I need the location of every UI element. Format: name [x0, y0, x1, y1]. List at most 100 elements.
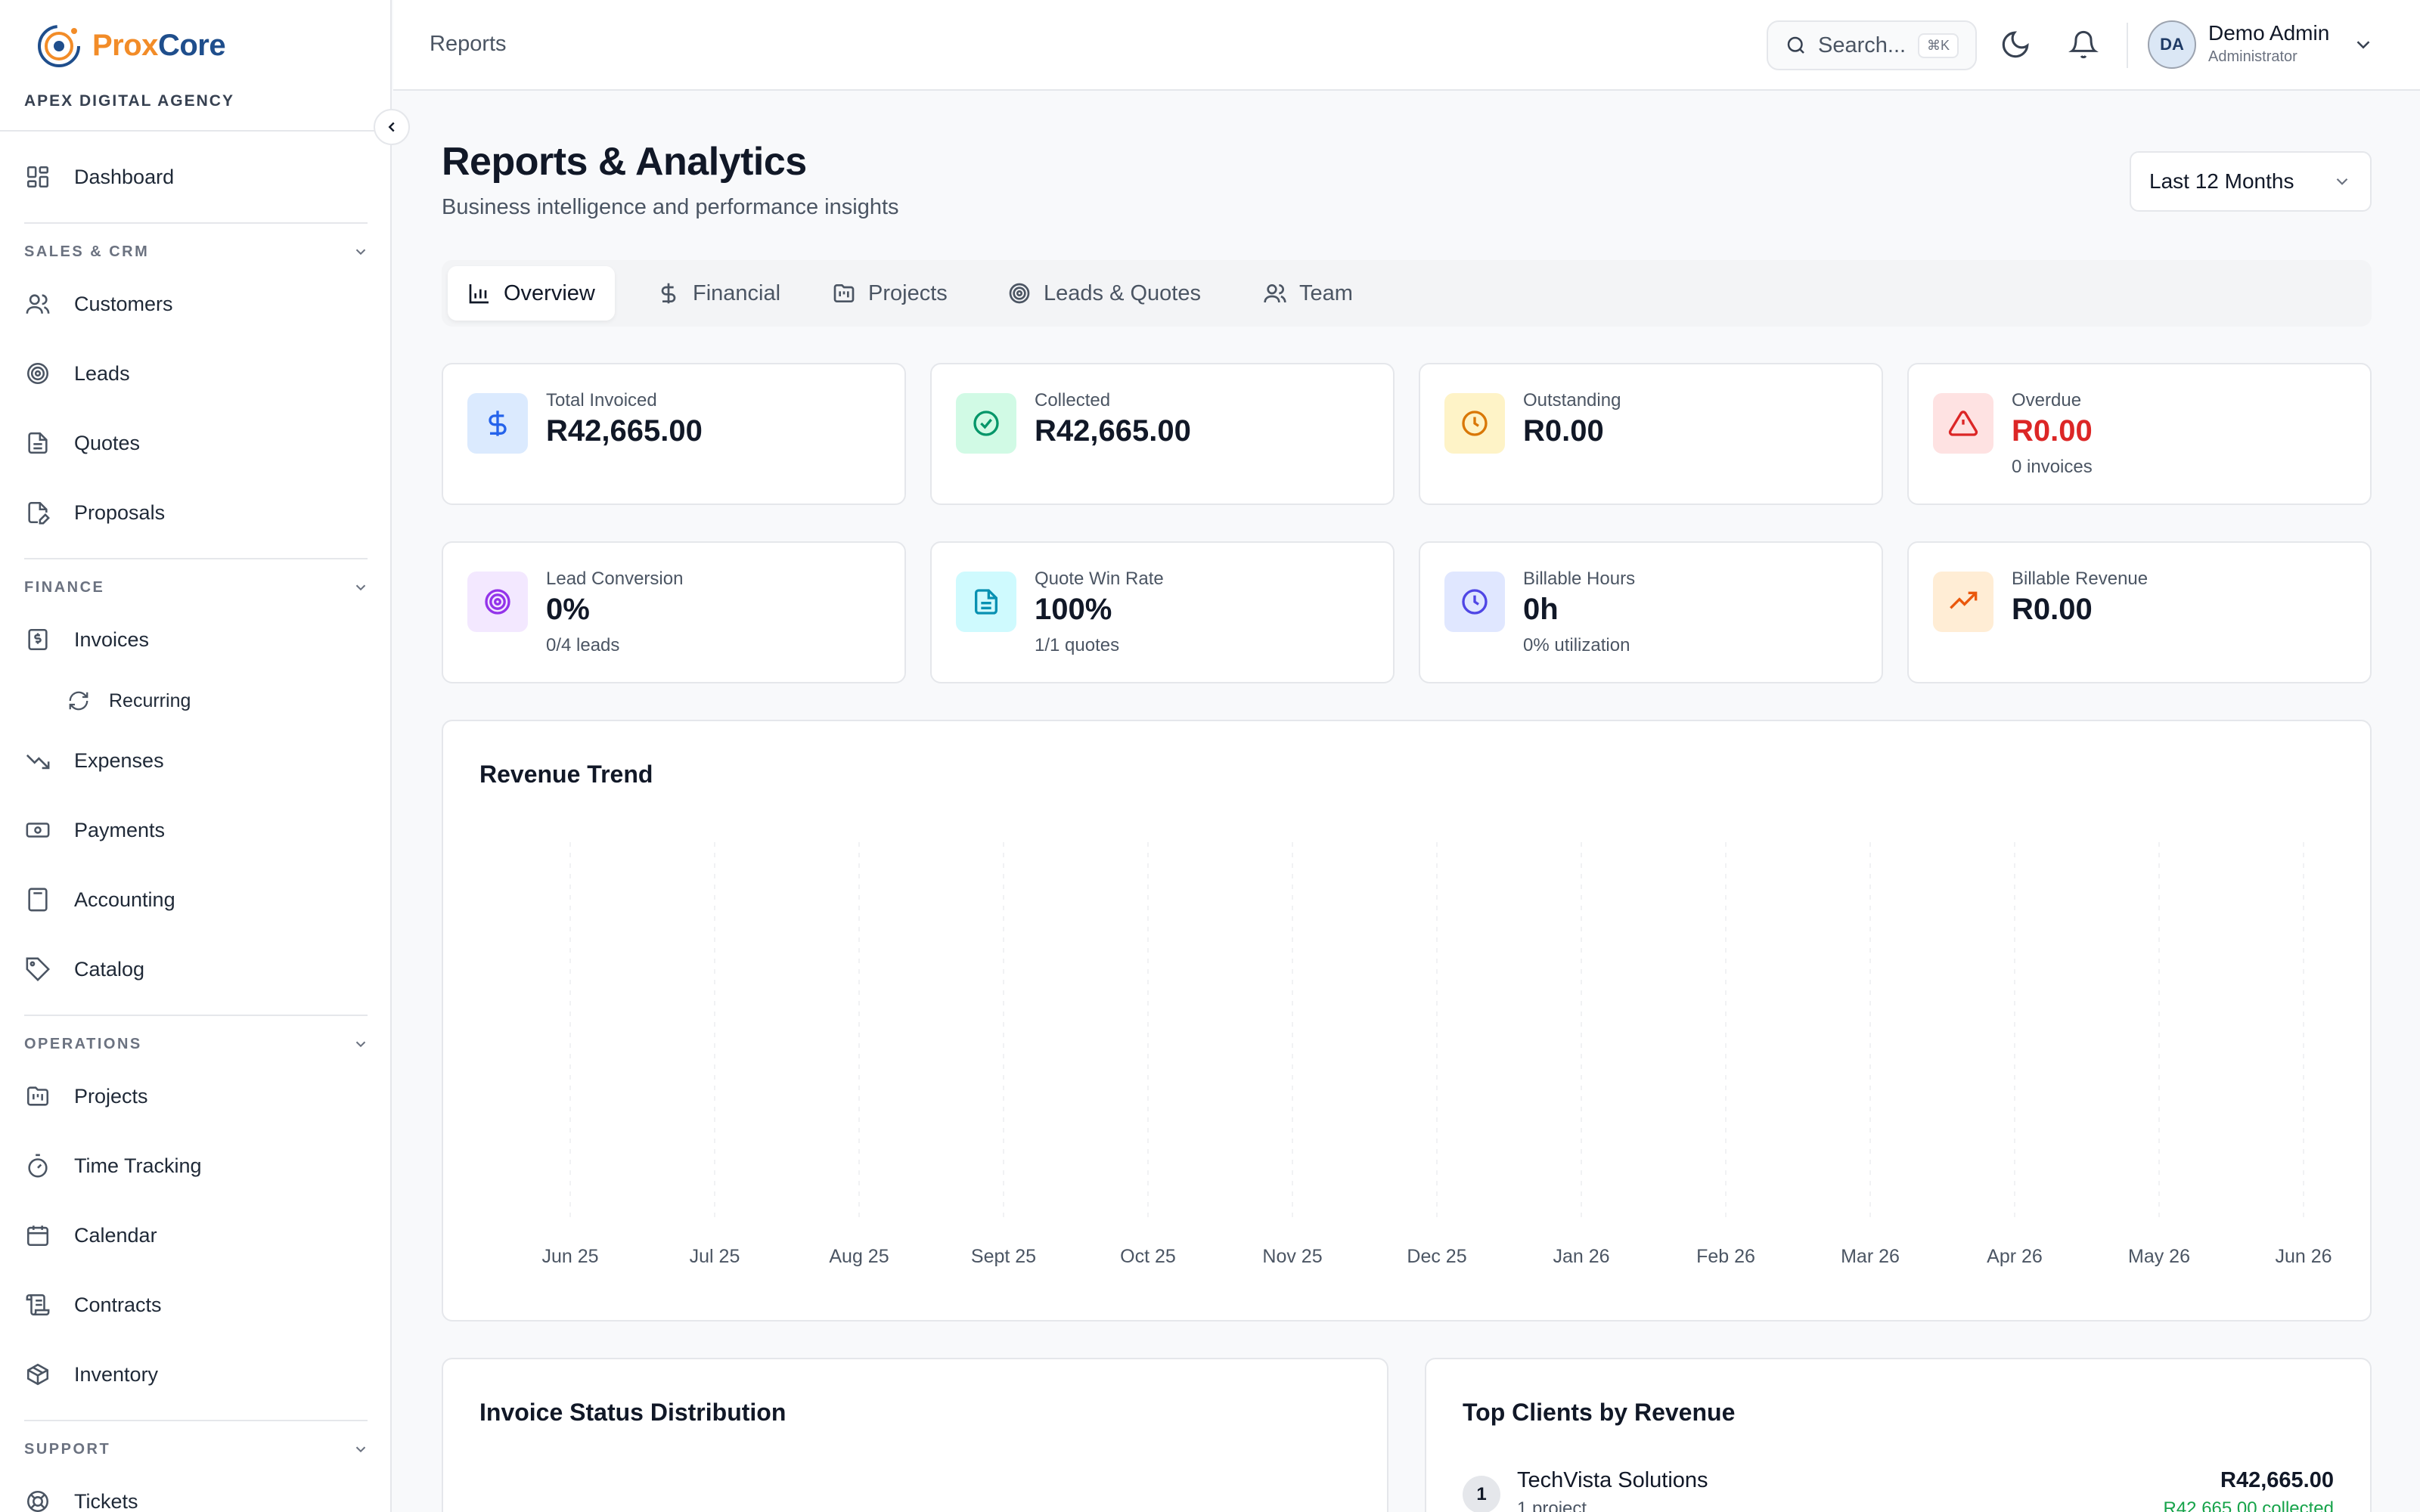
sidebar-item-label: Tickets: [74, 1489, 138, 1512]
chevron-down-icon: [355, 1041, 366, 1048]
sidebar-item-time-tracking[interactable]: Time Tracking: [24, 1139, 202, 1193]
sidebar-item-customers[interactable]: Customers: [24, 277, 173, 331]
notifications-button[interactable]: [2066, 27, 2101, 62]
target-icon: [467, 572, 528, 632]
sidebar-item-inventory[interactable]: Inventory: [24, 1347, 158, 1402]
file-text-icon: [24, 429, 51, 457]
kpi-label: Lead Conversion: [546, 569, 684, 589]
period-value: Last 12 Months: [2149, 169, 2294, 193]
bar-chart-icon: [469, 284, 489, 304]
sidebar: ProxCore APEX DIGITAL AGENCY Dashboard S…: [0, 0, 392, 1512]
x-tick-label: Jun 26: [2275, 1246, 2332, 1267]
avatar[interactable]: DA: [2148, 20, 2196, 69]
tab-leads-quotes[interactable]: Leads & Quotes: [988, 266, 1221, 321]
sidebar-item-label: Dashboard: [74, 165, 175, 188]
search-shortcut: ⌘K: [1917, 33, 1959, 58]
sidebar-item-invoices[interactable]: Invoices: [24, 612, 149, 667]
kpi-value: 100%: [1035, 593, 1112, 626]
x-tick-label: Nov 25: [1262, 1246, 1323, 1267]
file-text-icon: [956, 572, 1016, 632]
sidebar-item-label: Projects: [74, 1084, 148, 1108]
user-role: Administrator: [2208, 48, 2297, 65]
kpi-card-lead-conversion: Lead Conversion 0% 0/4 leads: [442, 541, 906, 683]
dark-mode-toggle[interactable]: [1998, 27, 2033, 62]
client-amount: R42,665.00: [2220, 1468, 2334, 1492]
tab-overview[interactable]: Overview: [448, 266, 615, 321]
sidebar-item-quotes[interactable]: Quotes: [24, 416, 140, 470]
folder-kanban-icon: [24, 1083, 51, 1110]
tab-label: Overview: [504, 280, 595, 305]
sidebar-item-tickets[interactable]: Tickets: [24, 1474, 138, 1512]
chevron-left-icon: [388, 122, 395, 132]
sidebar-item-label: Calendar: [74, 1223, 157, 1247]
sidebar-item-expenses[interactable]: Expenses: [24, 733, 164, 788]
chevron-down-icon: [355, 584, 366, 591]
moon-icon: [2002, 31, 2029, 58]
refresh-icon: [67, 689, 91, 713]
user-name[interactable]: Demo Admin: [2208, 21, 2330, 45]
section-divider: [24, 558, 368, 559]
kpi-card-billable-revenue: Billable Revenue R0.00: [1907, 541, 2372, 683]
breadcrumb[interactable]: Reports: [430, 32, 507, 56]
search-icon: [1787, 36, 1804, 54]
kpi-value: R0.00: [1523, 414, 1604, 448]
client-projects: 1 project: [1517, 1498, 1587, 1512]
lifebuoy-icon: [24, 1488, 51, 1512]
section-header-sales[interactable]: SALES & CRM: [24, 240, 369, 263]
clock-icon: [1444, 572, 1505, 632]
x-tick-label: Feb 26: [1696, 1246, 1755, 1267]
x-tick-label: Jul 25: [689, 1246, 740, 1267]
search-placeholder: Search...: [1818, 33, 1907, 57]
revenue-trend-card: Revenue Trend Jun 25 Jul 25 Aug 25 Sept 25 O…: [442, 720, 2372, 1321]
top-clients-card: Top Clients by Revenue 1 TechVista Solut…: [1425, 1358, 2372, 1512]
agency-name: APEX DIGITAL AGENCY: [24, 92, 234, 110]
section-divider: [24, 222, 368, 224]
bell-icon: [2068, 30, 2099, 59]
sidebar-item-label: Quotes: [74, 431, 141, 454]
collapse-sidebar-button[interactable]: [374, 109, 410, 145]
sidebar-item-payments[interactable]: Payments: [24, 803, 165, 857]
sidebar-item-catalog[interactable]: Catalog: [24, 942, 144, 996]
card-title: Invoice Status Distribution: [479, 1399, 786, 1426]
sidebar-item-contracts[interactable]: Contracts: [24, 1278, 162, 1332]
sidebar-item-dashboard[interactable]: Dashboard: [24, 150, 174, 204]
sidebar-item-proposals[interactable]: Proposals: [24, 485, 165, 540]
brand-logo[interactable]: ProxCore: [33, 20, 226, 71]
tab-financial[interactable]: Financial: [637, 266, 800, 321]
period-select[interactable]: Last 12 Months: [2130, 151, 2372, 212]
package-icon: [24, 1361, 51, 1388]
tab-team[interactable]: Team: [1243, 266, 1373, 321]
sidebar-item-accounting[interactable]: Accounting: [24, 872, 175, 927]
card-title: Revenue Trend: [479, 761, 653, 788]
sidebar-item-recurring[interactable]: Recurring: [67, 674, 191, 727]
brand-name: ProxCore: [92, 28, 226, 62]
kpi-sub: 0/4 leads: [546, 635, 620, 655]
kpi-label: Quote Win Rate: [1035, 569, 1164, 589]
tab-label: Projects: [868, 280, 948, 305]
section-header-support[interactable]: SUPPORT: [24, 1438, 369, 1461]
kpi-label: Billable Hours: [1523, 569, 1636, 589]
sidebar-item-projects[interactable]: Projects: [24, 1069, 148, 1123]
page-subtitle: Business intelligence and performance in…: [442, 195, 899, 219]
sidebar-item-label: Invoices: [74, 627, 150, 651]
alert-triangle-icon: [1933, 393, 1993, 454]
x-tick-label: Sept 25: [970, 1246, 1037, 1267]
kpi-sub: 0% utilization: [1523, 635, 1630, 655]
page-title: Reports & Analytics: [442, 140, 807, 184]
section-label: SUPPORT: [24, 1440, 111, 1458]
search-input[interactable]: Search... ⌘K: [1767, 20, 1977, 70]
tab-projects[interactable]: Projects: [812, 266, 967, 321]
calculator-icon: [24, 886, 51, 913]
section-header-operations[interactable]: OPERATIONS: [24, 1033, 369, 1055]
kpi-card-billable-hours: Billable Hours 0h 0% utilization: [1419, 541, 1883, 683]
section-divider: [24, 1420, 368, 1421]
sidebar-item-label: Inventory: [74, 1362, 159, 1386]
section-header-finance[interactable]: FINANCE: [24, 576, 369, 599]
sidebar-item-label: Leads: [74, 361, 130, 385]
kpi-card-quote-win-rate: Quote Win Rate 100% 1/1 quotes: [930, 541, 1395, 683]
card-title: Top Clients by Revenue: [1463, 1399, 1736, 1426]
client-rank: 1: [1463, 1476, 1500, 1512]
chevron-down-icon[interactable]: [2352, 33, 2375, 56]
sidebar-item-leads[interactable]: Leads: [24, 346, 130, 401]
sidebar-item-calendar[interactable]: Calendar: [24, 1208, 157, 1263]
